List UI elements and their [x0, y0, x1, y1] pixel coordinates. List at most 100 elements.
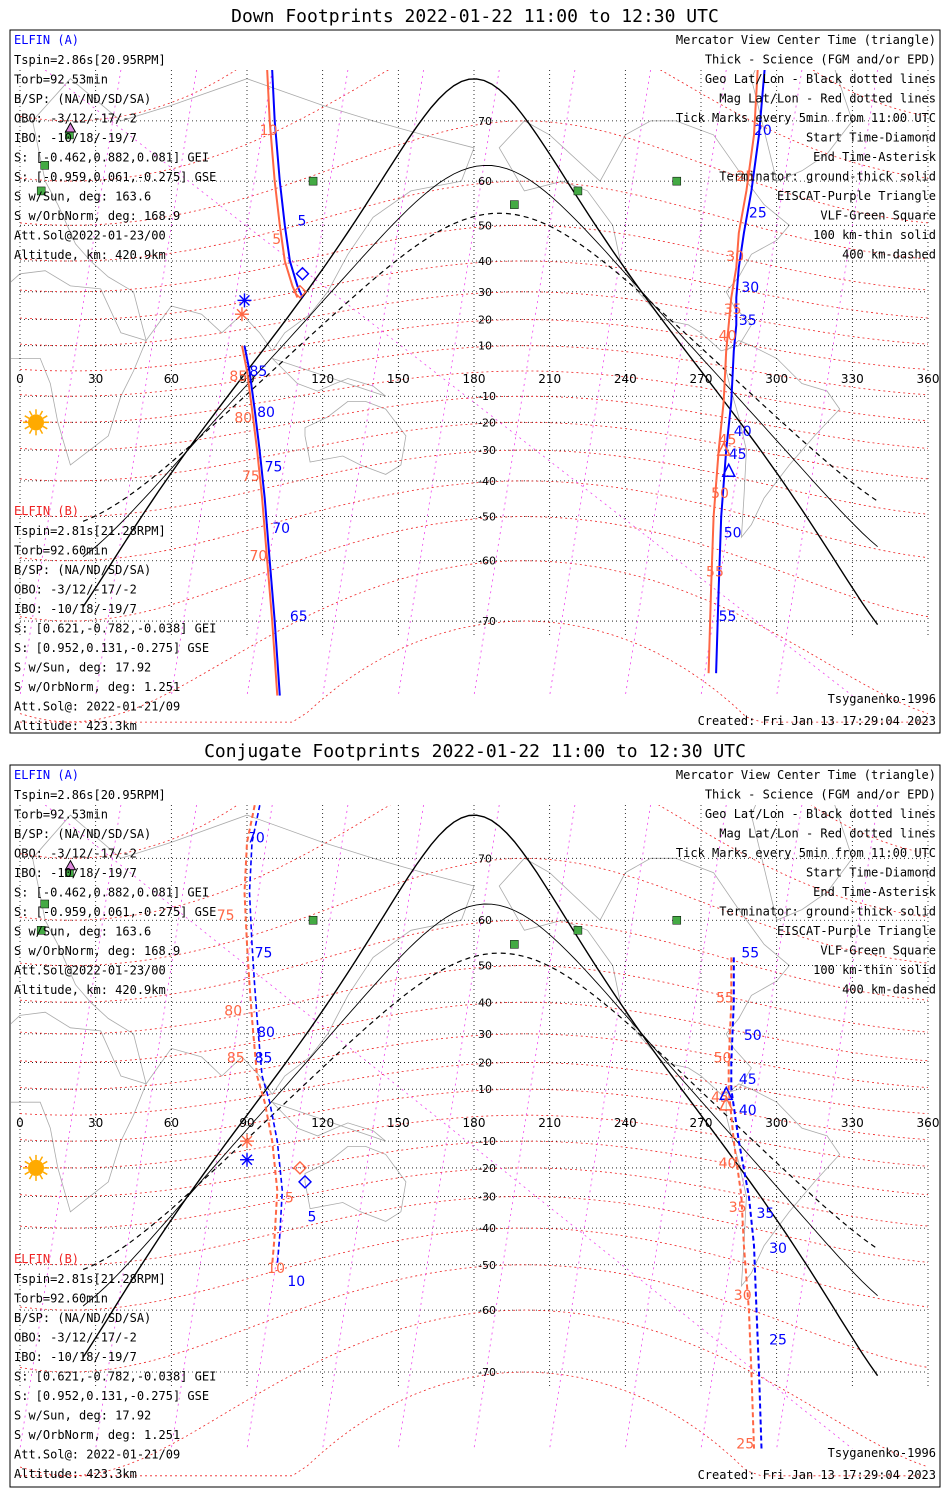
- mag-lat-line: [19, 1033, 929, 1090]
- lat-tick-label: 30: [478, 1028, 492, 1041]
- lat-tick-label: -70: [478, 1366, 496, 1379]
- elfin-b-info-line: S w/OrbNorm, deg: 1.251: [14, 680, 180, 694]
- end-asterisk-icon: [241, 1154, 253, 1166]
- legend-item: Terminator: ground-thick solid: [719, 905, 936, 919]
- start-diamond-icon: [292, 1160, 307, 1175]
- vlf-square-icon: [573, 186, 583, 196]
- vlf-square-icon: [36, 186, 46, 196]
- vlf-square-icon: [308, 915, 318, 925]
- tick-label-b: 10: [267, 1261, 285, 1277]
- elfin-b-info-line: Altitude: 423.3km: [14, 719, 137, 733]
- tick-label-a: 30: [741, 280, 759, 296]
- tick-label-a: 55: [719, 609, 737, 625]
- center-triangle-icon: [719, 1096, 734, 1111]
- legend-item: Mercator View Center Time (triangle): [676, 33, 936, 47]
- tick-label-b: 50: [714, 1050, 732, 1066]
- mag-lat-line: [19, 1061, 929, 1116]
- start-diamond-icon: [298, 1174, 313, 1189]
- mag-lat-line: [19, 1140, 929, 1197]
- lon-tick-label: 120: [311, 1116, 334, 1130]
- tick-label-b: 70: [250, 549, 268, 565]
- down-footprints-panel: Down Footprints 2022-01-22 11:00 to 12:3…: [9, 6, 941, 734]
- terminator-line: [82, 78, 879, 626]
- coastline: [271, 1101, 386, 1142]
- mag-lat-line: [19, 180, 929, 262]
- legend-item: End Time-Asterisk: [813, 885, 937, 899]
- vlf-square-icon: [672, 176, 682, 186]
- end-asterisk-icon: [239, 294, 250, 306]
- tick-label-a: 80: [257, 1025, 275, 1041]
- elfin-b-info-line: IBO: -10/18/-19/7: [14, 1350, 137, 1364]
- lat-tick-label: -20: [478, 416, 496, 429]
- lon-tick-label: 360: [917, 372, 940, 386]
- elfin-b-info-line: Torb=92.60min: [14, 1292, 108, 1306]
- tick-label-a: 85: [255, 1050, 273, 1066]
- terminator-line: [82, 164, 878, 558]
- legend-item: VLF-Green Square: [820, 944, 936, 958]
- tick-label-a: 85: [250, 364, 268, 380]
- model-label: Tsyganenko-1996: [828, 692, 936, 706]
- elfin-b-info-line: S: [0.621,-0.782,-0.038] GEI: [14, 1370, 216, 1384]
- mag-lat-line: [19, 120, 929, 226]
- elfin-b-info-line: S: [0.952,0.131,-0.275] GSE: [14, 1389, 209, 1403]
- tick-label-b: 80: [234, 410, 252, 426]
- eiscat-triangle-icon: [64, 859, 77, 871]
- elfin-a-info-line: S w/OrbNorm, deg: 168.9: [14, 944, 180, 958]
- legend-item: Terminator: ground-thick solid: [719, 170, 936, 184]
- lat-tick-label: -40: [478, 475, 496, 488]
- coastline: [750, 70, 853, 182]
- lat-tick-label: -20: [478, 1162, 496, 1175]
- elfin-b-info-line: B/SP: (NA/ND/SD/SA): [14, 1311, 151, 1325]
- mag-lat-line: [19, 1196, 929, 1266]
- mag-lon-line: [322, 70, 424, 696]
- mag-lat-line: [19, 857, 929, 967]
- elfin-a-info-line: S: [-0.959,0.061,-0.275] GSE: [14, 170, 216, 184]
- mag-lon-line: [397, 70, 500, 696]
- elfin-a-info-line: S: [-0.959,0.061,-0.275] GSE: [14, 905, 216, 919]
- elfin-a-info-line: B/SP: (NA/ND/SD/SA): [14, 827, 151, 841]
- coastline: [725, 340, 841, 539]
- lon-tick-label: 60: [164, 1116, 179, 1130]
- mag-lon-line: [170, 70, 273, 696]
- elfin-a-info-line: Tspin=2.86s[20.95RPM]: [14, 53, 166, 67]
- elfin-b-info-line: Att.Sol@: 2022-01-21/09: [14, 700, 180, 714]
- elfin-a-info-line: S w/Sun, deg: 163.6: [14, 925, 151, 939]
- tick-label-a: 45: [729, 447, 747, 463]
- elfin-a-info-line: S: [-0.462,0.882,0.081] GEI: [14, 886, 209, 900]
- map-area: 70 60 50 40 30 20 10 -10 -20 -30 -40 -50 -60 -70 0 30 60…: [11, 70, 940, 723]
- tick-label-b: 85: [229, 369, 247, 385]
- center-triangle-icon: [716, 441, 731, 456]
- mag-lat-line: [20, 1371, 928, 1477]
- elfin-b-info-line: IBO: -10/18/-19/7: [14, 602, 137, 616]
- tick-label-a: 50: [724, 525, 742, 541]
- lon-tick-label: 120: [311, 372, 334, 386]
- lon-tick-label: 300: [765, 1116, 788, 1130]
- lon-tick-label: 150: [387, 1116, 410, 1130]
- lon-tick-label: 150: [387, 372, 410, 386]
- legend-item: VLF-Green Square: [820, 209, 936, 223]
- coastline: [32, 814, 475, 1096]
- mag-lon-line: [776, 70, 878, 696]
- mag-lat-line: [19, 805, 929, 921]
- elfin-a-info-line: Altitude, km: 420.9km: [14, 248, 166, 262]
- elfin-a-info-line: IBO: -10/18/-19/7: [14, 866, 137, 880]
- mag-lon-line: [19, 805, 122, 1449]
- mag-lon-line: [170, 805, 273, 1449]
- mag-lon-line: [44, 805, 853, 1449]
- mag-lat-line: [19, 449, 929, 518]
- lat-tick-label: 20: [478, 1056, 492, 1069]
- lat-tick-label: -10: [478, 390, 496, 403]
- vlf-square-icon: [672, 915, 682, 925]
- lat-tick-label: 50: [478, 960, 492, 973]
- lat-tick-label: -60: [478, 555, 496, 568]
- tick-label-b: 5: [285, 1191, 294, 1207]
- track-a: [715, 70, 766, 674]
- track-a: [271, 70, 304, 298]
- vlf-square-icon: [40, 899, 49, 909]
- coastline: [32, 78, 475, 352]
- legend-item: Thick - Science (FGM and/or EPD): [705, 53, 936, 67]
- lat-tick-label: 60: [478, 914, 492, 927]
- tick-label-b: 55: [706, 565, 724, 581]
- lon-tick-label: 330: [841, 1116, 864, 1130]
- lon-tick-label: 0: [16, 1116, 24, 1130]
